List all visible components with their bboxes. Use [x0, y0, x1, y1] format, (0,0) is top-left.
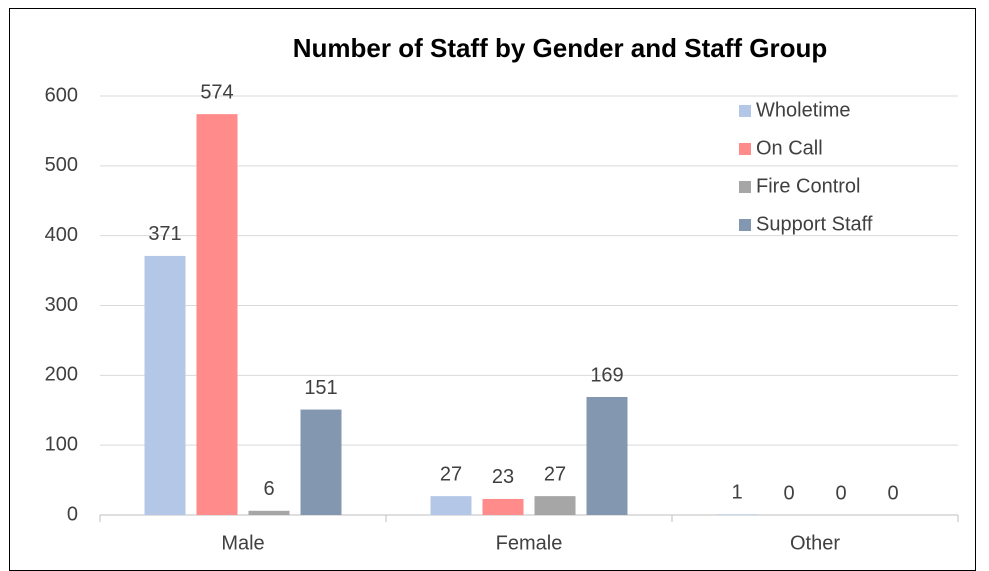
- y-tick-label: 0: [67, 503, 78, 525]
- y-tick-label: 600: [45, 84, 78, 106]
- bar: [144, 255, 186, 515]
- legend-swatch: [739, 143, 751, 155]
- bar: [248, 510, 290, 515]
- legend-swatch: [739, 181, 751, 193]
- chart-title: Number of Staff by Gender and Staff Grou…: [293, 33, 827, 63]
- data-label: 574: [200, 81, 233, 103]
- data-label: 0: [783, 482, 794, 504]
- bar: [430, 496, 472, 515]
- bar: [196, 114, 238, 515]
- legend-swatch: [739, 219, 751, 231]
- data-label: 27: [440, 463, 462, 485]
- y-tick-label: 400: [45, 224, 78, 246]
- legend-swatch: [739, 105, 751, 117]
- bar: [534, 496, 576, 515]
- data-label: 23: [492, 466, 514, 488]
- data-label: 6: [263, 478, 274, 500]
- x-tick-label: Male: [221, 532, 264, 554]
- x-tick-label: Other: [790, 532, 840, 554]
- data-label: 27: [544, 463, 566, 485]
- bar: [586, 396, 628, 515]
- data-label: 371: [148, 223, 181, 245]
- x-tick-label: Female: [496, 532, 563, 554]
- legend-label: On Call: [756, 137, 823, 159]
- data-label: 169: [590, 364, 623, 386]
- bar: [482, 498, 524, 515]
- y-tick-label: 200: [45, 364, 78, 386]
- legend-label: Wholetime: [756, 99, 850, 121]
- data-label: 151: [304, 377, 337, 399]
- legend-label: Support Staff: [756, 213, 873, 235]
- data-label: 0: [835, 482, 846, 504]
- y-tick-label: 300: [45, 294, 78, 316]
- data-label: 1: [731, 482, 742, 504]
- bar: [716, 514, 758, 515]
- y-tick-label: 500: [45, 154, 78, 176]
- bar: [300, 409, 342, 515]
- y-tick-label: 100: [45, 433, 78, 455]
- legend-label: Fire Control: [756, 175, 860, 197]
- data-label: 0: [887, 482, 898, 504]
